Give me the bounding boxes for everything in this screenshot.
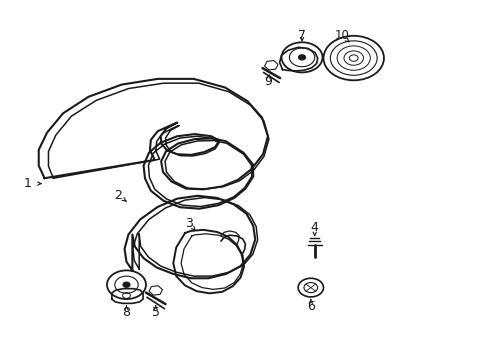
Text: 10: 10: [334, 29, 349, 42]
Text: 8: 8: [122, 306, 130, 319]
Circle shape: [123, 282, 130, 287]
Text: 6: 6: [306, 300, 314, 313]
Circle shape: [298, 55, 305, 60]
Text: 3: 3: [185, 217, 193, 230]
Text: 1: 1: [23, 177, 31, 190]
Text: 7: 7: [297, 29, 305, 42]
Text: 5: 5: [151, 306, 160, 319]
Text: 2: 2: [114, 189, 122, 202]
Text: 4: 4: [310, 221, 318, 234]
Text: 9: 9: [264, 75, 271, 88]
